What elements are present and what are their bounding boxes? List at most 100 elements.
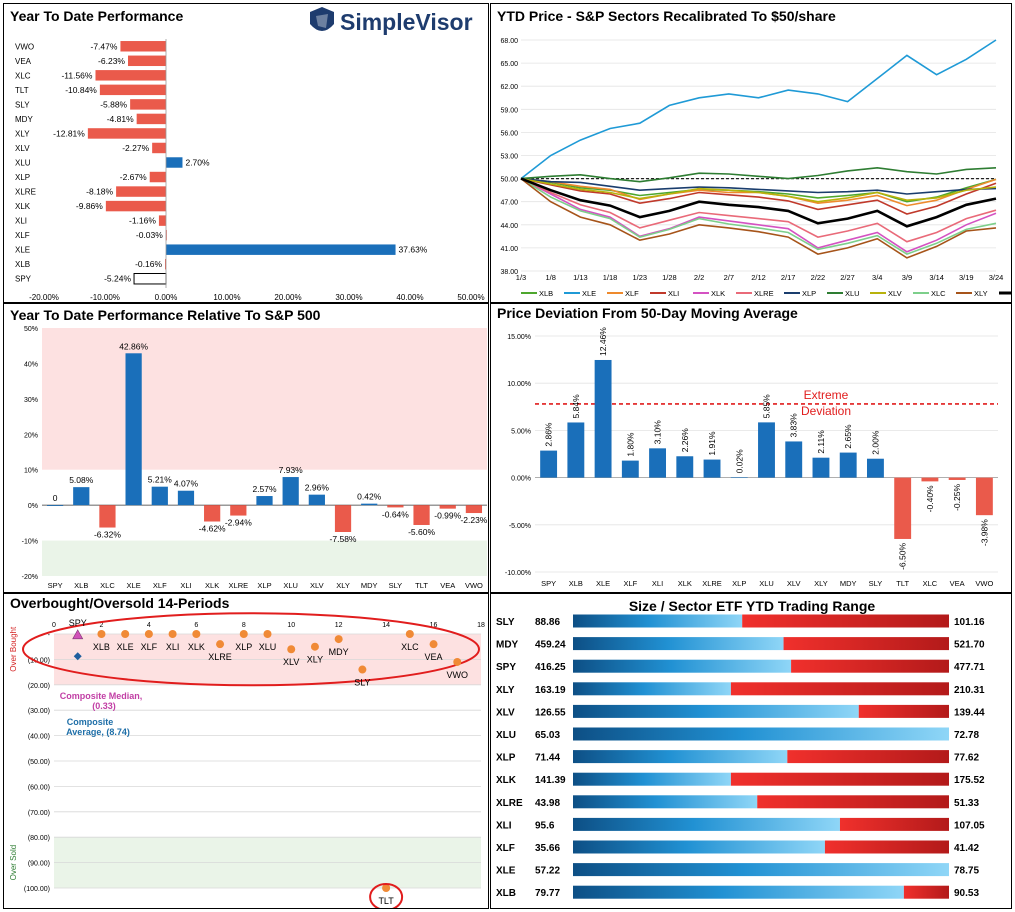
y-tick-label: 41.00 <box>500 246 518 253</box>
data-label: 2.65% <box>843 424 853 449</box>
point-xle <box>121 630 130 638</box>
ticker-label: XLU <box>496 730 516 741</box>
data-label: 1.80% <box>625 432 635 457</box>
y-tick-label: 30% <box>24 397 38 404</box>
point-label: VWO <box>447 670 469 680</box>
y-tick-label: 10.00% <box>507 381 531 388</box>
data-label: -7.58% <box>330 534 357 544</box>
chart-title: YTD Price - S&P Sectors Recalibrated To … <box>497 8 836 24</box>
high-value: 51.33 <box>954 798 979 809</box>
series-line-xlk <box>520 177 997 253</box>
point-label: XLB <box>93 642 110 652</box>
data-label: 12.46% <box>598 327 608 356</box>
legend-label: XLE <box>582 289 596 298</box>
high-value: 90.53 <box>954 888 979 899</box>
outperform-band <box>42 328 487 470</box>
tlt-highlight-circle <box>369 883 404 908</box>
x-tick-label: 14 <box>382 622 390 629</box>
overbought-oversold-panel: Overbought/Oversold 14-Periods - (10.00) (2… <box>3 593 489 909</box>
data-label: -1.16% <box>129 216 156 226</box>
ticker-label: XLRE <box>496 798 523 809</box>
data-label: -2.67% <box>120 172 147 182</box>
bar-sly <box>866 458 884 478</box>
data-label: 42.86% <box>119 341 148 351</box>
category-label: XLV <box>787 579 801 588</box>
data-label: -0.03% <box>136 230 163 240</box>
data-label: 5.08% <box>69 475 94 485</box>
category-label: SPY <box>541 579 556 588</box>
y-tick-label: 0% <box>28 503 38 510</box>
point-xlc <box>405 630 414 638</box>
category-label: XLRE <box>702 579 722 588</box>
data-label: 2.86% <box>544 422 554 447</box>
composite-average-marker <box>73 652 82 661</box>
x-tick-label: 0 <box>52 622 56 629</box>
point-xlv <box>287 645 296 654</box>
data-label: 7.93% <box>279 465 304 475</box>
range-bar-low-spy <box>573 659 792 673</box>
data-label: 2.96% <box>305 483 330 493</box>
category-label: XLV <box>15 144 30 153</box>
category-label: XLB <box>74 581 88 590</box>
overbought-oversold-chart: Overbought/Oversold 14-Periods - (10.00) (2… <box>9 595 485 908</box>
y-tick-label: (50.00) <box>28 759 50 766</box>
y-tick-label: 44.00 <box>500 223 518 230</box>
point-mdy <box>334 635 343 644</box>
data-label: 2.26% <box>680 428 690 453</box>
high-value: 77.62 <box>954 753 979 764</box>
data-label: 2.70% <box>185 158 210 168</box>
x-tick-label: 12 <box>335 622 343 629</box>
bar-xlf <box>621 460 639 478</box>
series-line-xlp <box>520 177 997 195</box>
data-label: 2.00% <box>870 430 880 455</box>
point-xlf <box>144 630 153 638</box>
category-label: VEA <box>15 57 32 66</box>
category-label: XLRE <box>15 188 36 197</box>
bar-spy <box>46 505 64 506</box>
data-label: -5.88% <box>100 99 127 109</box>
bar-xli <box>649 448 667 478</box>
bar-xlf <box>151 486 168 506</box>
recalibrated-price-panel: YTD Price - S&P Sectors Recalibrated To … <box>490 3 1012 303</box>
point-label: XLV <box>283 657 299 667</box>
bar-xle <box>594 359 612 478</box>
legend-label: XLK <box>711 289 725 298</box>
point-label: MDY <box>329 647 349 657</box>
bar-mdy <box>839 452 857 478</box>
data-label: -0.40% <box>925 485 935 512</box>
underperform-band <box>42 540 487 576</box>
y-tick-label: 15.00% <box>507 334 531 341</box>
y-tick-label: (40.00) <box>28 734 50 741</box>
point-xlk <box>192 630 201 638</box>
y-tick-label: 5.00% <box>511 428 531 435</box>
data-label: -2.27% <box>122 143 149 153</box>
data-label: -3.98% <box>979 519 989 546</box>
x-tick-label: -20.00% <box>29 293 59 302</box>
point-tlt <box>382 884 391 892</box>
range-bar-high-xlb <box>903 885 949 899</box>
category-label: XLRE <box>229 581 249 590</box>
range-bar-low-sly <box>573 614 743 628</box>
data-label: -2.23% <box>460 515 487 525</box>
data-label: -4.81% <box>107 114 134 124</box>
y-tick-label: 56.00 <box>500 130 518 137</box>
y-tick-label: 0.00% <box>511 476 531 483</box>
lion-logo-icon <box>310 7 334 31</box>
x-tick-label: 4 <box>147 622 151 629</box>
composite-median-value: (0.33) <box>92 701 116 711</box>
category-label: VEA <box>440 581 455 590</box>
overbought-label: Over Bought <box>9 626 18 672</box>
range-bar-high-xly <box>730 682 949 696</box>
x-tick-label: -10.00% <box>90 293 120 302</box>
y-tick-label: -10.00% <box>505 570 531 577</box>
range-bar-high-xlp <box>787 750 949 764</box>
category-label: XLC <box>100 581 115 590</box>
x-tick-label: 6 <box>194 622 198 629</box>
y-tick-label: 50% <box>24 326 38 333</box>
high-value: 72.78 <box>954 730 979 741</box>
data-label: -6.32% <box>94 530 121 540</box>
bar-xlv <box>785 441 803 478</box>
bar-xlk <box>105 200 166 212</box>
trading-range-panel: Size / Sector ETF YTD Trading Range SLY 88… <box>490 593 1012 909</box>
y-tick-label: 62.00 <box>500 84 518 91</box>
